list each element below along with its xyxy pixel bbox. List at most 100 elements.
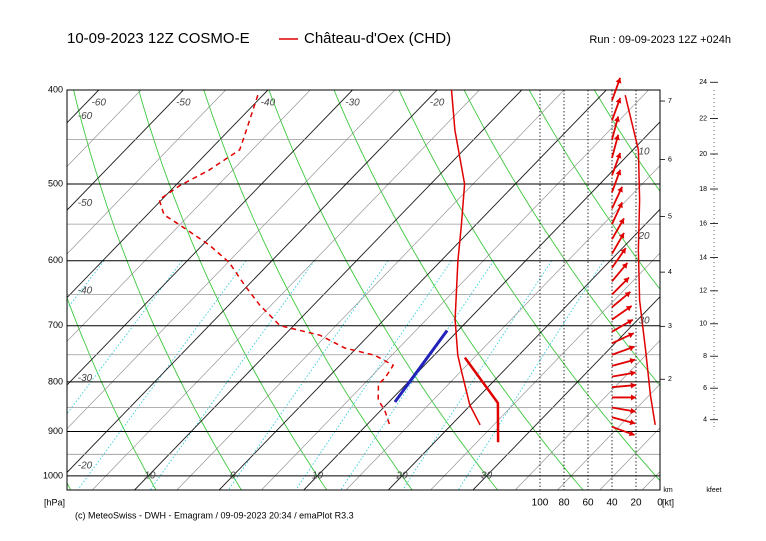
isotherm-label: -30 — [78, 373, 93, 384]
wind-arrow-head — [626, 319, 633, 325]
profile-line — [393, 329, 449, 403]
wind-tick-label: 40 — [606, 498, 618, 509]
wind-arrow-head — [628, 430, 635, 437]
wind-arrow-head — [615, 97, 622, 104]
isotherm — [134, 90, 523, 490]
annotation: 20 — [637, 231, 650, 242]
dry-adiabat — [268, 90, 498, 490]
wind-arrow-head — [629, 419, 636, 426]
km-tick-label: 6 — [668, 156, 672, 163]
dry-adiabat — [593, 90, 660, 193]
wind-arrow — [611, 332, 635, 345]
km-tick-label: 7 — [668, 98, 672, 105]
kfeet-tick-label: 20 — [699, 151, 707, 158]
wind-tick-label: 80 — [558, 498, 570, 509]
chart-title: 10-09-2023 12Z COSMO-E — [67, 30, 250, 47]
footer: (c) MeteoSwiss - DWH - Emagram / 09-09-2… — [75, 510, 354, 520]
dry-adiabat — [463, 90, 660, 387]
dry-adiabat — [333, 90, 584, 490]
mixing-ratio-line — [227, 260, 389, 490]
wind-arrow-head — [618, 232, 625, 239]
y-tick-label: 700 — [48, 320, 63, 330]
plot: -60-60-50-50-40-40-30-30-20-20-10 0 10 20 30… — [43, 77, 718, 509]
isotherm-minor — [67, 90, 396, 430]
wind-arrow-head — [627, 332, 634, 339]
wind-arrow — [612, 394, 636, 401]
wind-arrow-head — [614, 134, 620, 141]
isotherm-minor — [430, 252, 660, 490]
y-tick-label: 900 — [48, 426, 63, 436]
isotherm-label: 10 — [312, 471, 324, 482]
wind-arrow-head — [615, 77, 622, 84]
annotation: 10 — [638, 147, 650, 158]
kfeet-tick-label: 16 — [699, 220, 707, 227]
wind-arrow — [611, 77, 622, 101]
dry-adiabat — [67, 296, 157, 490]
wind-arrow — [611, 291, 631, 308]
isotherm-label: -20 — [78, 460, 93, 471]
wind-arrow — [611, 169, 622, 193]
isotherm — [67, 90, 269, 299]
isotherm-label: -20 — [430, 98, 445, 109]
isotherm-label: -40 — [78, 286, 93, 297]
wind-arrow-head — [628, 345, 635, 352]
isotherm-label: -10 — [141, 471, 156, 482]
isotherm — [67, 90, 353, 386]
isotherm — [303, 121, 660, 490]
kfeet-tick-label: 8 — [703, 353, 707, 360]
isotherm-label: -30 — [345, 98, 360, 109]
isotherm-label: -50 — [176, 98, 191, 109]
wind-arrow — [611, 116, 620, 140]
isotherm-minor — [67, 90, 311, 342]
mixing-ratio-line — [457, 260, 605, 490]
legend-station: Château-d'Oex (CHD) — [304, 30, 451, 47]
isotherm-minor — [176, 90, 565, 490]
y-tick-label: 400 — [48, 84, 63, 94]
wind-arrow — [611, 134, 620, 159]
wind-arrow-head — [625, 305, 632, 312]
wind-arrow — [611, 201, 623, 225]
wind-arrow — [611, 232, 625, 255]
wind-speed-line — [624, 95, 656, 426]
wind-tick-label: 0 — [657, 498, 663, 509]
isotherm-minor — [557, 383, 660, 490]
wind-arrow — [611, 416, 636, 426]
km-tick-label: 5 — [668, 213, 672, 220]
wind-arrow-head — [620, 248, 626, 254]
mixing-ratio-line — [340, 260, 495, 490]
kfeet-label: kfeet — [706, 487, 721, 494]
kfeet-tick-label: 14 — [699, 254, 707, 261]
wind-arrow — [611, 276, 630, 296]
dry-adiabat — [138, 90, 328, 490]
background-lines — [67, 90, 660, 490]
kfeet-tick-label: 24 — [699, 79, 707, 86]
wind-arrow-head — [618, 218, 625, 225]
wind-arrow-head — [617, 186, 623, 193]
wind-unit: [kt] — [662, 497, 674, 507]
isotherm-minor — [515, 340, 660, 490]
isotherm-minor — [92, 90, 480, 490]
kfeet-tick-label: 4 — [703, 417, 707, 424]
profile-line — [158, 94, 395, 426]
wind-arrow — [611, 152, 622, 176]
isotherm-label: -50 — [78, 198, 93, 209]
isotherm — [218, 90, 607, 490]
wind-arrow — [611, 345, 635, 356]
isotherm-label: -40 — [261, 98, 276, 109]
profile-line — [463, 356, 500, 443]
isotherm-label: 0 — [230, 471, 236, 482]
kfeet-tick-label: 22 — [699, 115, 707, 122]
km-label: km — [663, 487, 673, 494]
wind-arrow — [611, 97, 622, 121]
wind-arrow — [611, 186, 623, 209]
isotherm — [67, 90, 184, 211]
y-tick-label: 800 — [48, 376, 63, 386]
wind-arrow — [611, 406, 636, 414]
km-tick-label: 4 — [668, 269, 672, 276]
kfeet-tick-label: 6 — [703, 385, 707, 392]
kfeet-tick-label: 18 — [699, 186, 707, 193]
wind-arrow-head — [624, 291, 631, 298]
y-tick-label: 500 — [48, 178, 63, 188]
